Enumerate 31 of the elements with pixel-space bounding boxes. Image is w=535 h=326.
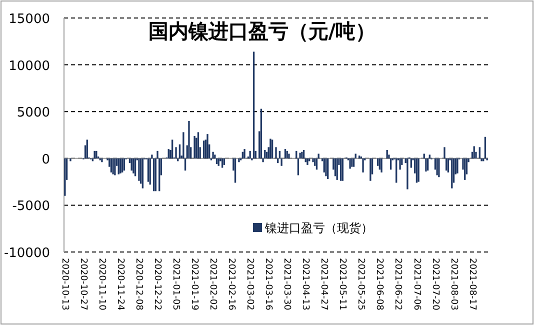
x-tick-label: 2020-12-22 <box>152 258 162 310</box>
x-tick-label: 2021-04-13 <box>300 258 310 310</box>
x-tick-label: 2020-12-08 <box>134 258 144 311</box>
x-tick-label: 2021-01-19 <box>189 258 200 311</box>
x-tick-label: 2021-03-02 <box>244 258 255 310</box>
x-tick-label: 2021-05-25 <box>356 258 366 310</box>
x-tick-label: 2021-02-02 <box>208 258 218 310</box>
y-tick-label: -10000 <box>4 246 50 261</box>
x-tick-label: 2020-10-13 <box>59 258 70 310</box>
x-tick-label: 2021-01-05 <box>170 258 181 310</box>
x-tick-label: 2021-02-16 <box>226 258 236 311</box>
x-tick-label: 2021-06-08 <box>374 258 384 311</box>
x-tick-label: 2021-03-30 <box>282 258 292 311</box>
x-tick-label: 2020-11-10 <box>96 258 107 311</box>
x-tick-label: 2021-05-11 <box>337 258 348 310</box>
x-tick-label: 2020-10-27 <box>78 258 88 310</box>
x-tick-label: 2020-11-24 <box>115 258 126 311</box>
legend-label: 镍进口盈亏（现货） <box>264 221 373 235</box>
chart-title: 国内镍进口盈亏（元/吨） <box>148 19 376 43</box>
x-tick-label: 2021-06-22 <box>392 258 403 310</box>
y-tick-label: 0 <box>42 152 50 168</box>
x-tick-label: 2021-07-20 <box>430 258 440 311</box>
x-tick-label: 2021-07-06 <box>411 258 422 311</box>
x-tick-label: 2021-08-03 <box>448 258 458 310</box>
x-tick-label: 2021-08-17 <box>466 258 477 310</box>
y-tick-label: 15000 <box>8 12 50 27</box>
x-tick-label: 2021-03-16 <box>263 258 274 311</box>
y-tick-label: -5000 <box>12 199 50 214</box>
y-tick-label: 10000 <box>8 58 50 74</box>
y-tick-label: 5000 <box>16 106 50 121</box>
x-tick-label: 2021-04-27 <box>318 258 329 310</box>
